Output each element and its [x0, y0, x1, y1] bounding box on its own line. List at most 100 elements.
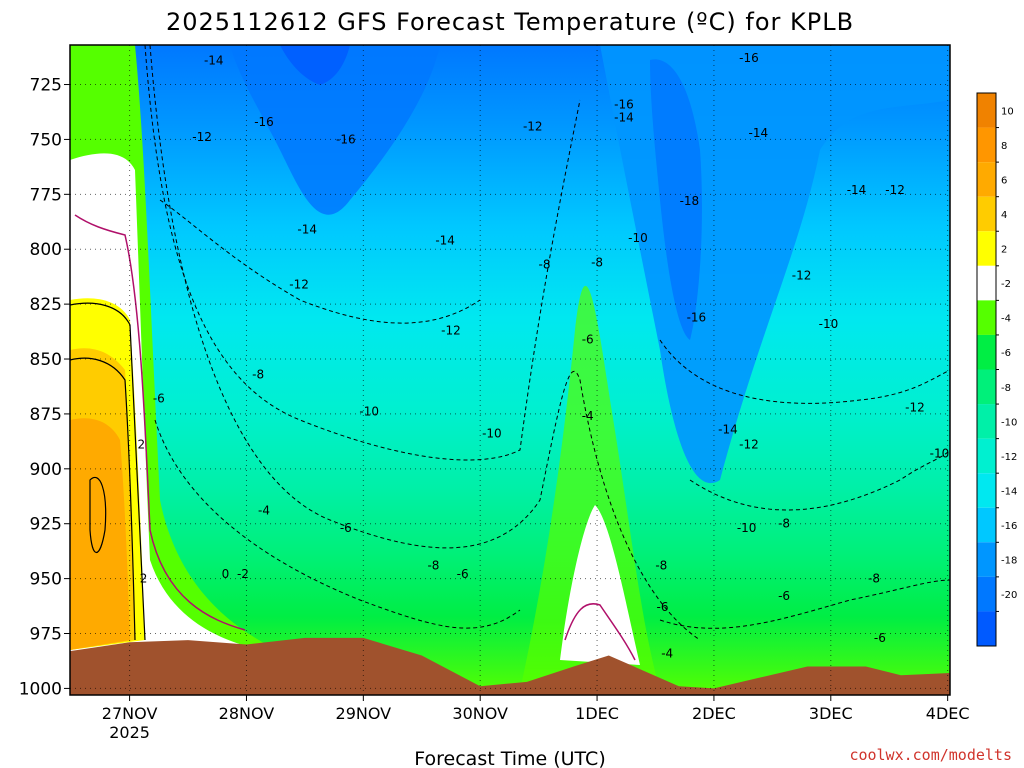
contour-label: -8	[538, 258, 550, 272]
warm-dark-orange	[70, 418, 130, 650]
colorbar-band	[977, 93, 996, 128]
contour-label: -8	[591, 255, 603, 269]
contour-label: -14	[614, 110, 634, 124]
credit-link[interactable]: coolwx.com/modelts	[849, 746, 1012, 764]
warm-contour	[70, 357, 136, 641]
y-tick-label: 900	[30, 460, 62, 480]
y-tick-label: 1000	[19, 679, 62, 699]
contour-label: -18	[680, 194, 700, 208]
colorbar-label: 6	[1001, 175, 1007, 186]
colorbar-band	[977, 611, 996, 646]
colorbar-band	[977, 196, 996, 232]
x-tick-label: 1DEC	[575, 704, 619, 723]
contour-lines	[144, 45, 950, 641]
colorbar-band	[977, 438, 996, 474]
contour-label: -8	[868, 572, 880, 586]
contour-label: -12	[441, 323, 461, 337]
contour-label: -14	[297, 222, 317, 236]
contour-label: -16	[614, 97, 634, 111]
colorbar-label: -14	[1001, 486, 1017, 497]
y-axis: 725 750 775 800 825 850 875 900 925 950 975 1000	[19, 76, 70, 699]
colorbar-label: -4	[1001, 314, 1011, 325]
colorbar-band	[977, 507, 996, 543]
chart-title: 2025112612 GFS Forecast Temperature (ºC)…	[166, 8, 854, 36]
colorbar-label: 8	[1001, 141, 1007, 152]
contour-label: -16	[739, 51, 759, 65]
y-tick-label: 950	[30, 570, 62, 590]
contour-label: -12	[289, 277, 309, 291]
x-axis-title: Forecast Time (UTC)	[414, 748, 605, 768]
contour-label: -6	[657, 600, 669, 614]
contour-label: -12	[905, 400, 925, 414]
cold-core-dec2-deep	[650, 59, 702, 340]
contour-label: -16	[336, 132, 356, 146]
contour-label: -8	[778, 517, 790, 531]
contour-label: -14	[749, 126, 769, 140]
x-tick-label: 4DEC	[926, 704, 970, 723]
contour-label: -6	[457, 567, 469, 581]
contour-label: -16	[254, 115, 274, 129]
contour-line	[154, 419, 521, 629]
plot-border	[69, 44, 951, 696]
x-tick-label: 3DEC	[809, 704, 853, 723]
contour-line	[659, 579, 950, 629]
contour-label: 2	[140, 572, 148, 586]
colorbar-label: -12	[1001, 452, 1017, 463]
x-tick-label: 28NOV	[219, 704, 275, 723]
warm-contour	[70, 302, 146, 641]
colorbar-band	[977, 334, 996, 370]
colorbar-band	[977, 162, 996, 197]
contour-label: -14	[204, 53, 224, 67]
colorbar-label: -2	[1001, 279, 1011, 290]
zero-contours	[74, 214, 636, 661]
warm-contours	[70, 302, 146, 641]
x-tick-sublabel: 2025	[109, 723, 150, 742]
colorbar-band	[977, 473, 996, 508]
contour-label: -8	[252, 367, 264, 381]
contour-label: -4	[582, 409, 594, 423]
zero-contour	[564, 603, 636, 661]
contour-label: -6	[874, 631, 886, 645]
contour-label: -8	[427, 558, 439, 572]
contour-label: -4	[661, 646, 673, 660]
contour-label: -6	[340, 521, 352, 535]
x-tick-label: 29NOV	[336, 704, 392, 723]
colorbar-band	[977, 231, 996, 266]
colorbar-band	[977, 404, 996, 439]
contour-label: -4	[258, 504, 270, 518]
cold-core-upper	[230, 45, 440, 215]
y-tick-label: 925	[30, 515, 62, 535]
colorbar-label: 4	[1001, 210, 1007, 221]
contour-line	[689, 449, 950, 511]
contour-label: -10	[359, 405, 379, 419]
contour-label: -6	[582, 332, 594, 346]
warm-contour	[89, 477, 107, 553]
x-tick-label: 2DEC	[692, 704, 736, 723]
contour-label: -14	[718, 422, 738, 436]
y-tick-label: 850	[30, 350, 62, 370]
contour-label: -16	[687, 310, 707, 324]
colorbar-label: 10	[1001, 106, 1014, 117]
colorbar-band	[977, 576, 996, 612]
colorbar: 10 8 6 4 2 -2 -4 -6 -8 -10 -12 -14 -16 -18 -20	[976, 92, 1017, 647]
contour-label: 0	[222, 567, 230, 581]
colorbar-band	[977, 265, 996, 301]
colorbar-label: -6	[1001, 348, 1011, 359]
contour-line	[144, 45, 581, 461]
y-tick-label: 725	[30, 76, 62, 96]
colorbar-label: -8	[1001, 383, 1011, 394]
contour-label: -12	[523, 119, 543, 133]
contour-line	[149, 45, 701, 641]
contour-label: -10	[930, 446, 950, 460]
cold-core-upper-deep	[280, 45, 350, 85]
temperature-field	[70, 45, 950, 695]
contour-label: -12	[792, 269, 812, 283]
contour-label: 2	[137, 438, 145, 452]
contour-labels: -14-12-16-16-14-14-12-12-12-16-14-16-14-…	[137, 51, 950, 660]
y-tick-label: 800	[30, 240, 62, 260]
contour-label: -14	[847, 183, 867, 197]
contour-line	[159, 199, 481, 324]
ground-terrain	[70, 637, 950, 695]
above-freezing-dec1	[560, 505, 640, 665]
